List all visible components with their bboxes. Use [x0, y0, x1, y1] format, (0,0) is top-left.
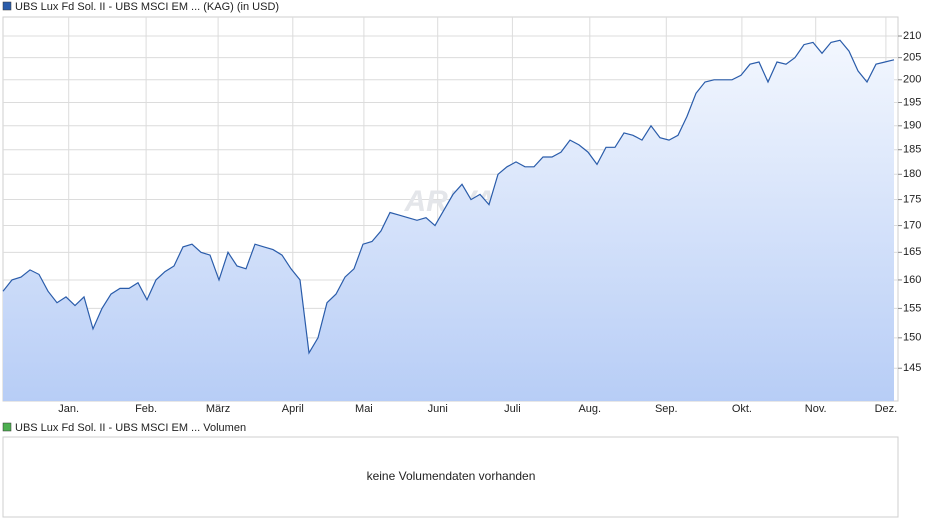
y-tick-label: 165	[903, 246, 921, 258]
y-tick-label: 200	[903, 74, 921, 86]
x-tick-label: Mai	[355, 403, 373, 415]
legend-swatch	[2, 1, 12, 11]
y-tick-label: 210	[903, 30, 921, 42]
y-tick-label: 180	[903, 168, 921, 180]
legend-label: UBS Lux Fd Sol. II - UBS MSCI EM ... (KA…	[15, 1, 279, 13]
x-tick-label: März	[206, 403, 230, 415]
x-tick-label: Jan.	[58, 403, 79, 415]
y-tick-label: 155	[903, 302, 921, 314]
y-tick-label: 170	[903, 219, 921, 231]
y-tick-label: 185	[903, 144, 921, 156]
x-tick-label: Okt.	[732, 403, 752, 415]
y-tick-label: 190	[903, 120, 921, 132]
x-tick-label: April	[282, 403, 304, 415]
volume-message: keine Volumendaten vorhanden	[367, 469, 536, 483]
line	[2, 39, 895, 355]
x-tick-label: Juni	[428, 403, 448, 415]
y-tick-label: 145	[903, 362, 921, 374]
x-tick-label: Aug.	[578, 403, 601, 415]
x-tick-label: Feb.	[135, 403, 157, 415]
volume-panel	[2, 436, 899, 518]
x-tick-label: Nov.	[805, 403, 827, 415]
area	[3, 40, 894, 402]
y-tick-label: 175	[903, 193, 921, 205]
x-tick-label: Juli	[504, 403, 521, 415]
volume-legend-label: UBS Lux Fd Sol. II - UBS MSCI EM ... Vol…	[15, 422, 246, 434]
y-tick-label: 150	[903, 332, 921, 344]
y-tick-label: 195	[903, 96, 921, 108]
volume-legend-swatch	[2, 422, 12, 432]
y-tick-label: 160	[903, 274, 921, 286]
y-tick-label: 205	[903, 52, 921, 64]
x-tick-label: Sep.	[655, 403, 678, 415]
x-tick-label: Dez.	[875, 403, 898, 415]
